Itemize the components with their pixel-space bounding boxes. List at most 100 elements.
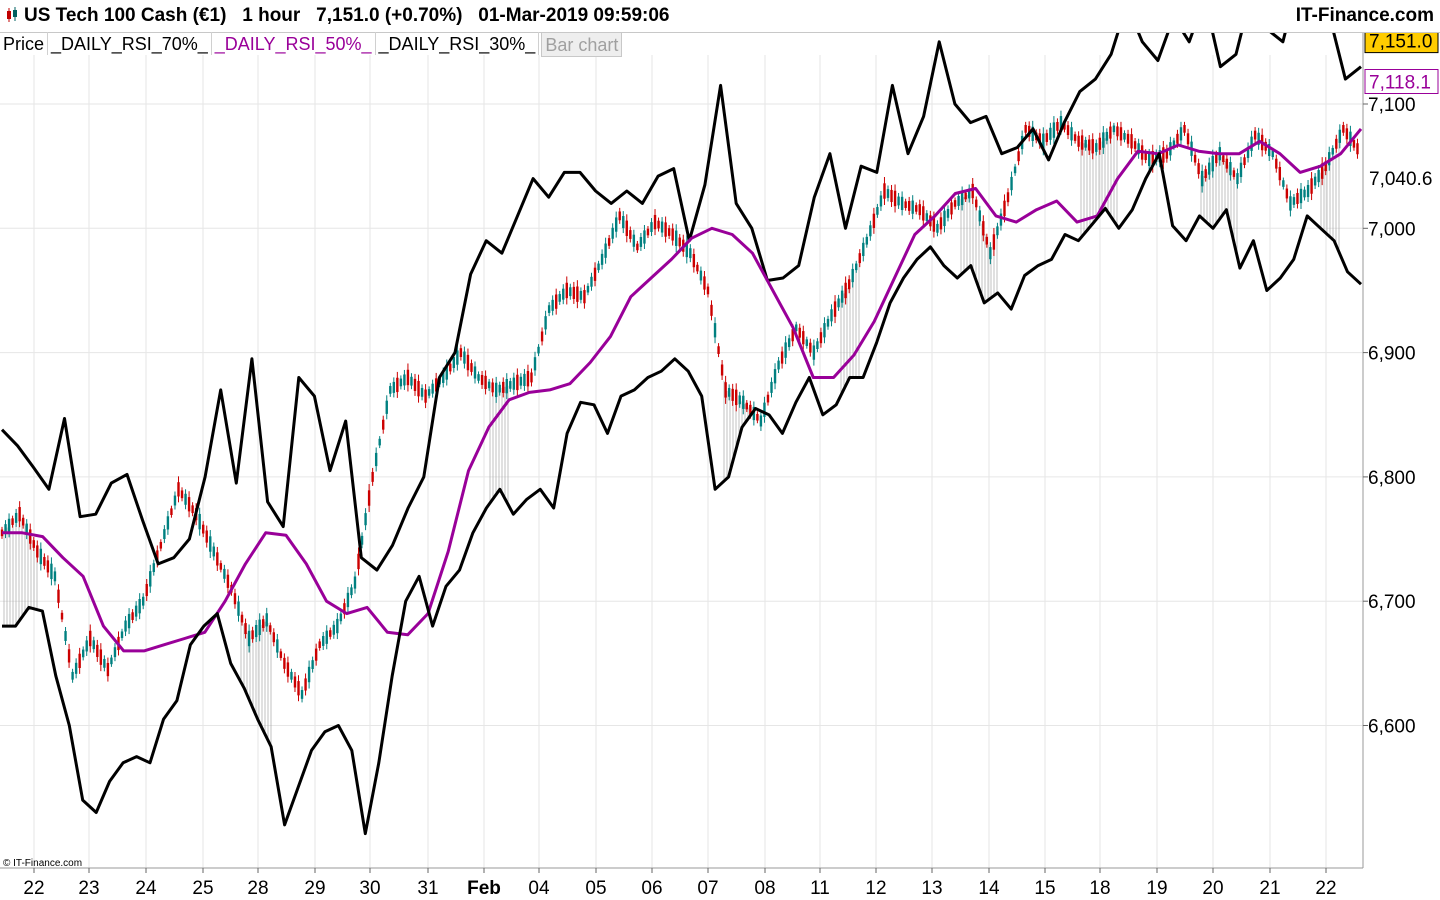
- candle-body: [770, 381, 773, 393]
- candle-body: [216, 552, 219, 566]
- candle-body: [1088, 139, 1091, 151]
- candle-body: [1243, 157, 1246, 166]
- candle-body: [893, 190, 897, 207]
- legend-rsi70[interactable]: _DAILY_RSI_70%_: [48, 32, 212, 55]
- candle-body: [191, 505, 194, 514]
- candle-body: [286, 662, 290, 677]
- candle-body: [600, 253, 604, 265]
- candle-body: [1126, 133, 1130, 144]
- y-tick-label: 6,900: [1368, 344, 1416, 365]
- price-badge-label: 7,151.0: [1369, 32, 1432, 53]
- candle-body: [1024, 125, 1027, 133]
- candle-body: [1306, 184, 1310, 198]
- candle-body: [883, 183, 886, 199]
- candle-body: [847, 279, 851, 290]
- candle-body: [1006, 192, 1010, 203]
- candle-body: [1077, 135, 1080, 147]
- candle-body: [1285, 188, 1289, 199]
- legend-rsi50[interactable]: _DAILY_RSI_50%_: [212, 32, 376, 55]
- candle-body: [689, 248, 692, 259]
- candle-body: [212, 546, 215, 557]
- candle-body: [1109, 126, 1112, 139]
- candle-body: [971, 183, 974, 199]
- y-tick-label: 7,000: [1368, 219, 1416, 240]
- candle-body: [145, 583, 148, 597]
- candle-body: [89, 630, 92, 647]
- candle-body: [1342, 125, 1345, 133]
- candle-body: [710, 304, 713, 316]
- legend-price[interactable]: Price: [0, 32, 49, 55]
- candle-body: [403, 374, 406, 386]
- candle-body: [300, 690, 304, 699]
- candle-body: [809, 342, 812, 353]
- candle-body: [646, 228, 650, 236]
- candle-body: [650, 222, 653, 233]
- candle-body: [385, 400, 388, 414]
- y-tick-label: 6,600: [1368, 717, 1416, 738]
- candle-body: [735, 389, 738, 406]
- candle-body: [1151, 150, 1154, 167]
- candle-body: [840, 290, 844, 303]
- candle-body: [244, 623, 247, 635]
- rsi50-line: [2, 127, 1363, 653]
- candle-body: [74, 662, 78, 674]
- candle-body: [660, 221, 664, 233]
- bar-chart-button[interactable]: Bar chart: [541, 32, 623, 57]
- candle-body: [1282, 180, 1285, 187]
- candle-body: [494, 382, 498, 398]
- candle-body: [177, 482, 180, 497]
- candle-body: [406, 369, 410, 386]
- candle-body: [410, 376, 413, 386]
- candle-body: [837, 298, 840, 308]
- candle-body: [205, 530, 208, 543]
- candle-body: [141, 596, 145, 606]
- candle-body: [1148, 153, 1151, 166]
- candle-body: [1183, 125, 1186, 133]
- candle-body: [1246, 146, 1250, 158]
- candle-body: [607, 238, 611, 246]
- candle-body: [452, 357, 456, 369]
- candle-body: [1208, 162, 1211, 175]
- candle-body: [982, 221, 985, 236]
- candle-body: [667, 228, 671, 236]
- candle-body: [184, 493, 187, 505]
- x-tick-label: 15: [1034, 878, 1055, 899]
- candle-body: [798, 327, 801, 338]
- candle-body: [911, 200, 914, 214]
- grid: [0, 55, 1363, 868]
- candle-body: [1038, 133, 1041, 145]
- rsi30-line: [2, 152, 1363, 836]
- candle-body: [498, 384, 501, 393]
- candle-body: [586, 285, 590, 293]
- candle-body: [339, 613, 343, 622]
- candle-body: [547, 305, 551, 313]
- candle-body: [989, 247, 992, 260]
- candle-body: [636, 243, 639, 251]
- candle-body: [491, 382, 494, 393]
- candle-body: [442, 371, 445, 383]
- datetime: 01-Mar-2019 09:59:06: [478, 5, 670, 26]
- candle-body: [1320, 163, 1324, 179]
- candle-body: [226, 574, 230, 588]
- candle-body: [424, 389, 427, 403]
- candle-body: [1328, 152, 1331, 166]
- candle-body: [632, 234, 636, 247]
- candle-body: [1239, 162, 1243, 178]
- candle-body: [1345, 128, 1349, 140]
- candle-body: [1049, 127, 1052, 140]
- candle-body: [7, 518, 11, 532]
- x-tick-label: 12: [865, 878, 886, 899]
- candle-body: [583, 290, 586, 304]
- x-tick-label: Feb: [467, 878, 501, 899]
- candle-body: [149, 571, 152, 587]
- candle-body: [530, 372, 533, 383]
- candle-body: [742, 395, 745, 409]
- candle-body: [29, 529, 32, 544]
- candle-body: [1324, 161, 1327, 172]
- candle-body: [1338, 129, 1342, 143]
- candle-body: [1073, 134, 1077, 141]
- candle-body: [1003, 200, 1006, 217]
- legend-rsi30[interactable]: _DAILY_RSI_30%_: [376, 32, 540, 55]
- candle-body: [304, 678, 307, 691]
- candle-body: [254, 624, 258, 638]
